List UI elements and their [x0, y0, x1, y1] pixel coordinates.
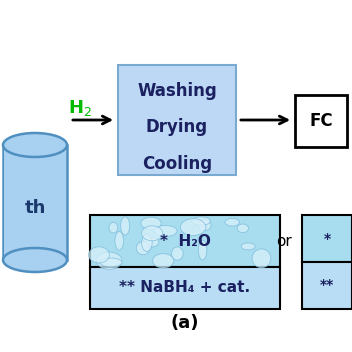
Bar	[302, 262, 352, 309]
Bar	[302, 215, 352, 262]
Text: (a): (a)	[171, 314, 199, 332]
Bar	[118, 65, 236, 175]
Ellipse shape	[198, 220, 211, 231]
Ellipse shape	[252, 249, 271, 268]
Ellipse shape	[3, 133, 67, 157]
Ellipse shape	[89, 247, 109, 263]
Bar	[295, 95, 347, 147]
Ellipse shape	[225, 219, 239, 226]
Text: H$_2$: H$_2$	[68, 98, 92, 118]
Ellipse shape	[109, 222, 118, 233]
Ellipse shape	[100, 258, 122, 267]
Text: ** NaBH₄ + cat.: ** NaBH₄ + cat.	[119, 281, 251, 295]
Bar	[3, 145, 67, 260]
Ellipse shape	[191, 217, 210, 225]
Ellipse shape	[3, 248, 67, 272]
Bar	[90, 215, 280, 267]
Ellipse shape	[141, 217, 161, 230]
Ellipse shape	[136, 241, 150, 255]
Text: FC: FC	[309, 112, 333, 130]
Text: Washing: Washing	[137, 82, 217, 100]
Ellipse shape	[97, 252, 122, 269]
Ellipse shape	[171, 247, 183, 260]
Ellipse shape	[241, 243, 255, 250]
Text: Drying: Drying	[146, 118, 208, 136]
Ellipse shape	[142, 226, 163, 241]
Text: th: th	[24, 199, 46, 217]
Bar	[4, 145, 66, 260]
Text: *  H₂O: * H₂O	[159, 233, 210, 249]
Text: **: **	[320, 278, 334, 293]
Ellipse shape	[237, 224, 249, 233]
Ellipse shape	[121, 217, 130, 235]
Ellipse shape	[152, 254, 174, 268]
Bar	[90, 267, 280, 309]
Ellipse shape	[181, 219, 206, 235]
Ellipse shape	[142, 234, 152, 251]
Text: *: *	[323, 232, 331, 245]
Ellipse shape	[154, 225, 177, 237]
Ellipse shape	[199, 240, 207, 260]
Text: Cooling: Cooling	[142, 155, 212, 173]
Text: or: or	[276, 233, 292, 249]
Ellipse shape	[115, 231, 124, 250]
Ellipse shape	[143, 237, 159, 247]
